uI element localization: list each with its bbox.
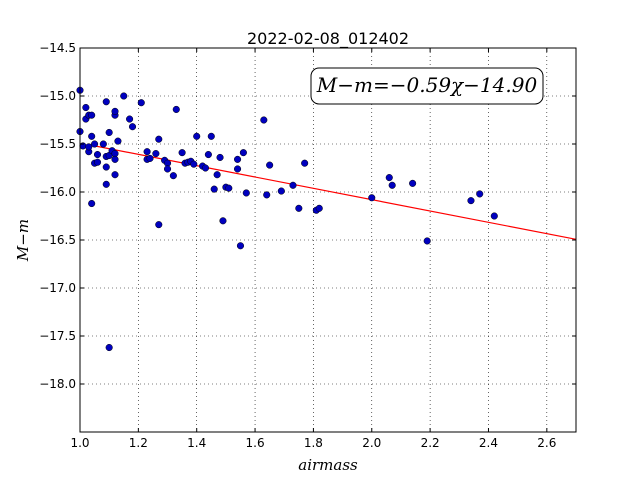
data-point — [260, 116, 268, 124]
y-tick-label: −17.0 — [39, 281, 76, 295]
data-point — [146, 154, 154, 162]
data-point — [216, 153, 224, 161]
data-point — [102, 98, 110, 106]
data-point — [169, 172, 177, 180]
grid — [80, 48, 576, 432]
data-point — [178, 149, 186, 157]
x-tick-label: 2.4 — [479, 436, 498, 450]
data-point — [172, 105, 180, 113]
data-point — [190, 160, 198, 168]
x-tick-label: 2.2 — [421, 436, 440, 450]
x-tick-label: 1.6 — [246, 436, 265, 450]
x-tick-label: 2.6 — [537, 436, 556, 450]
data-point — [111, 107, 119, 115]
data-point — [467, 197, 475, 205]
data-point — [82, 103, 90, 112]
data-point — [239, 149, 247, 157]
x-tick-label: 1.0 — [70, 436, 89, 450]
x-tick-label: 1.2 — [129, 436, 148, 450]
data-point — [105, 128, 113, 137]
data-point — [201, 164, 210, 172]
data-point — [88, 199, 96, 208]
data-point — [242, 189, 250, 197]
data-point — [225, 184, 233, 192]
data-point — [193, 132, 201, 140]
fit-line — [94, 145, 577, 240]
data-point — [490, 212, 498, 220]
data-point — [266, 161, 274, 169]
data-point — [111, 171, 119, 179]
data-point — [213, 171, 221, 179]
data-point — [105, 343, 113, 352]
data-point — [155, 221, 163, 229]
data-point — [143, 148, 151, 156]
data-point — [234, 165, 242, 173]
data-point — [88, 132, 96, 140]
x-axis-label: airmass — [298, 456, 358, 474]
data-point — [120, 92, 128, 100]
data-point — [476, 190, 484, 198]
data-point — [91, 140, 99, 148]
data-point — [301, 159, 309, 167]
data-point — [126, 115, 134, 123]
data-point — [204, 151, 212, 159]
data-point — [93, 151, 102, 159]
data-point — [93, 158, 102, 166]
axis-ticks — [79, 47, 576, 432]
data-point — [128, 123, 137, 131]
y-tick-label: −14.5 — [39, 41, 76, 55]
data-point — [277, 187, 285, 195]
annotation-box — [310, 67, 544, 105]
annotation-text: M−m=−0.59χ−14.90 — [316, 73, 538, 97]
chart-title: 2022-02-08_012402 — [247, 29, 409, 49]
data-point — [219, 217, 227, 225]
data-point — [102, 180, 110, 188]
data-point — [263, 191, 271, 199]
data-point — [409, 179, 417, 187]
y-tick-label: −16.5 — [39, 233, 76, 247]
data-point — [111, 155, 119, 163]
y-tick-label: −16.0 — [39, 185, 76, 199]
data-point — [137, 99, 145, 107]
data-point — [385, 174, 393, 182]
data-points — [76, 86, 498, 352]
data-point — [315, 204, 323, 212]
y-tick-label: −18.0 — [39, 377, 76, 391]
data-point — [152, 150, 160, 158]
x-tick-label: 1.4 — [187, 436, 206, 450]
data-point — [388, 181, 396, 189]
data-point — [423, 237, 431, 245]
data-point — [295, 204, 303, 212]
y-axis-label: M−m — [14, 219, 32, 262]
y-tick-label: −15.5 — [39, 137, 76, 151]
data-point — [88, 111, 96, 119]
y-tick-label: −17.5 — [39, 329, 76, 343]
data-point — [163, 165, 172, 173]
data-point — [155, 135, 163, 143]
data-point — [289, 181, 297, 189]
data-point — [114, 137, 122, 145]
data-point — [210, 185, 218, 193]
data-point — [102, 163, 110, 171]
x-tick-labels: 1.0 1.2 1.4 1.6 1.8 2.0 2.2 2.4 2.6 — [70, 436, 556, 450]
data-point — [85, 143, 93, 151]
y-tick-labels: −14.5 −15.0 −15.5 −16.0 −16.5 −17.0 −17.5 −18.0 — [39, 41, 76, 391]
data-point — [236, 242, 245, 250]
data-point — [99, 140, 107, 148]
y-tick-label: −15.0 — [39, 89, 76, 103]
x-tick-label: 2.0 — [362, 436, 381, 450]
fit-annotation: M−m=−0.59χ−14.90 — [310, 67, 544, 105]
data-point — [207, 132, 215, 140]
x-tick-label: 1.8 — [304, 436, 323, 450]
data-point — [234, 155, 242, 163]
data-point — [368, 194, 376, 202]
fit-line-layer — [94, 145, 577, 240]
